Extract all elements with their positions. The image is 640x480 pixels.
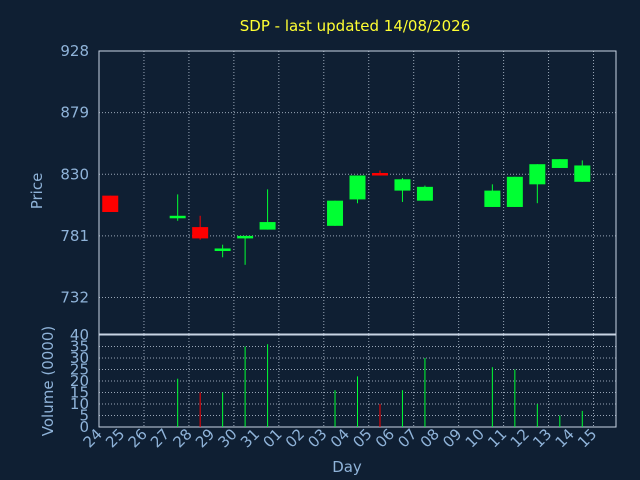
volume-tick-label: 20 — [70, 372, 89, 390]
candle-body — [349, 175, 366, 200]
candle-body — [484, 190, 501, 207]
volume-axis-label: Volume (0000) — [39, 326, 57, 436]
candle-body — [416, 186, 433, 201]
candle-body — [394, 179, 411, 191]
candle-body — [529, 164, 546, 185]
candle-body — [551, 159, 568, 168]
candle-body — [169, 215, 186, 219]
price-plot-frame — [98, 50, 617, 335]
price-tick-label: 781 — [60, 227, 89, 245]
price-tick-label: 879 — [60, 104, 89, 122]
candle-body — [192, 227, 209, 239]
volume-tick-label: 5 — [79, 407, 89, 425]
candle-body — [214, 248, 231, 251]
candle-body — [237, 235, 254, 239]
volume-tick-label: 30 — [70, 349, 89, 367]
volume-tick-label: 35 — [70, 338, 89, 356]
volume-tick-label: 0 — [79, 418, 89, 436]
price-axis-label: Price — [28, 173, 46, 210]
candle-body — [371, 173, 388, 176]
volume-tick-label: 10 — [70, 395, 89, 413]
candle-body — [102, 195, 119, 212]
candle-body — [574, 165, 591, 182]
chart-title: SDP - last updated 14/08/2026 — [240, 17, 471, 35]
volume-tick-label: 15 — [70, 384, 89, 402]
candle-body — [259, 222, 276, 230]
volume-tick-label: 40 — [70, 326, 89, 344]
candle-body — [506, 176, 523, 207]
candle-body — [327, 200, 344, 226]
day-axis-label: Day — [332, 458, 362, 476]
chart-marks-layer: 9288798307817324035302520151050242526272… — [60, 42, 617, 451]
price-tick-label: 830 — [60, 165, 89, 183]
price-tick-label: 928 — [60, 42, 89, 60]
volume-tick-label: 25 — [70, 361, 89, 379]
price-tick-label: 732 — [60, 289, 89, 307]
day-tick-label: 15 — [574, 425, 600, 451]
